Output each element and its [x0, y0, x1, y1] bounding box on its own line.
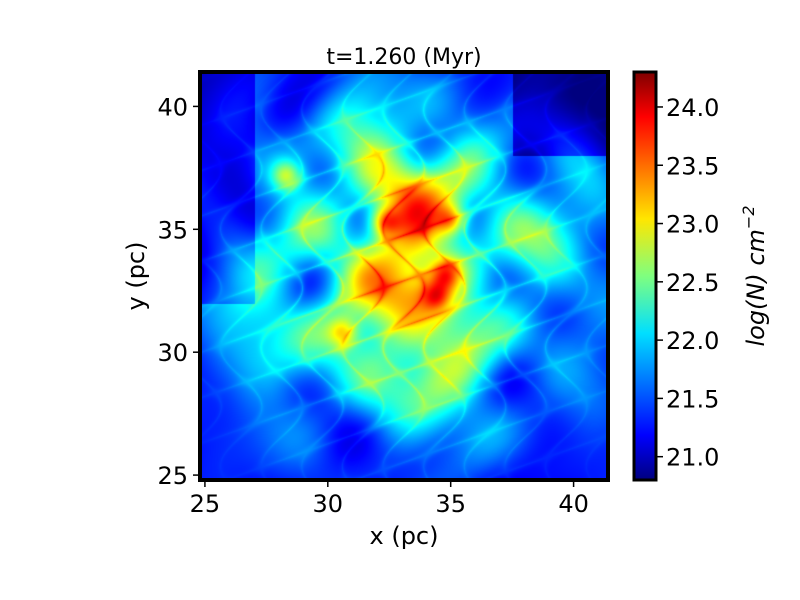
colorbar-tick-label: 21.5: [666, 385, 719, 413]
colorbar-tick-label: 21.0: [666, 444, 719, 472]
y-tick-label: 25: [157, 462, 188, 490]
x-tick-label: 35: [435, 490, 466, 518]
colorbar-axis: 21.0 21.5 22.0 22.5 23.0 23.5 24.0: [656, 94, 719, 472]
x-tick-label: 40: [558, 490, 589, 518]
x-axis-label: x (pc): [370, 522, 439, 550]
y-axis: 25 30 35 40: [157, 93, 200, 490]
colorbar-label-exponent: −2: [739, 205, 758, 229]
heatmap-image: [200, 72, 608, 480]
chart-title: t=1.260 (Myr): [326, 45, 481, 70]
colorbar-tick-label: 22.0: [666, 327, 719, 355]
colorbar-tick-label: 23.5: [666, 152, 719, 180]
colorbar-tick-label: 24.0: [666, 94, 719, 122]
colorbar-tick-label: 23.0: [666, 211, 719, 239]
colorbar-tick-label: 22.5: [666, 269, 719, 297]
x-tick-label: 30: [313, 490, 344, 518]
colorbar-label: log(N) cm−2: [739, 205, 770, 346]
colorbar: [632, 70, 658, 482]
colorbar-label-main: log(N) cm: [742, 229, 770, 346]
y-tick-label: 35: [157, 216, 188, 244]
x-axis: 25 30 35 40: [190, 480, 589, 518]
y-tick-label: 30: [157, 339, 188, 367]
x-tick-label: 25: [190, 490, 221, 518]
y-axis-label: y (pc): [122, 242, 150, 311]
plot-frame: [198, 70, 610, 482]
y-tick-label: 40: [157, 93, 188, 121]
